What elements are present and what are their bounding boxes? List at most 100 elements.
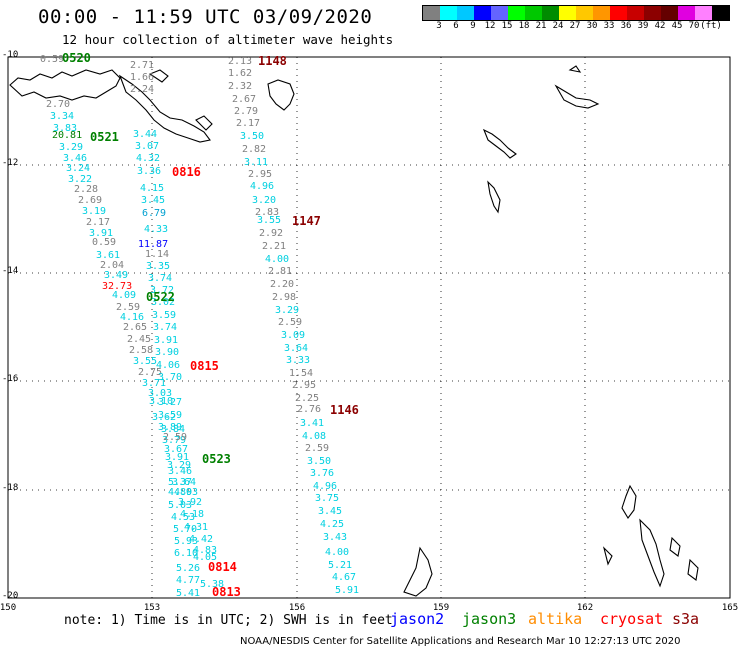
wave-height-value: 5.70 (173, 524, 198, 535)
wave-height-value: 3.29 (59, 142, 84, 153)
colorbar-swatch (644, 6, 661, 20)
longitude-label: 150 (0, 603, 17, 613)
wave-height-value: 2.32 (228, 81, 253, 92)
colorbar-swatch (678, 6, 695, 20)
wave-height-value: 4.32 (136, 153, 161, 164)
wave-height-value: 3.64 (284, 343, 309, 354)
wave-height-value: 3.10 (149, 396, 174, 407)
wave-height-value: 3.59 (158, 410, 183, 421)
wave-height-value: 3.55 (133, 356, 158, 367)
wave-height-value: 4.00 (265, 254, 290, 265)
wave-height-value: 3.79 (162, 435, 187, 446)
wave-height-value: 3.76 (310, 468, 335, 479)
wave-height-value: 4.53 (171, 512, 196, 523)
colorbar-swatch (525, 6, 542, 20)
wave-height-value: 1.14 (145, 249, 170, 260)
colorbar-tick-label: 70 (688, 21, 700, 31)
pass-time-label: 0523 (202, 452, 231, 466)
satellite-legend-cryosat: cryosat (600, 610, 664, 628)
wave-height-value: 2.70 (46, 99, 71, 110)
wave-height-value: 3.50 (307, 456, 332, 467)
colorbar-swatch (593, 6, 610, 20)
credits-line: NOAA/NESDIS Center for Satellite Applica… (240, 636, 681, 647)
colorbar-swatch (661, 6, 678, 20)
wave-height-value: 5.93 (174, 536, 199, 547)
pass-time-label: 1147 (292, 214, 321, 228)
pass-time-label: 0814 (208, 560, 237, 574)
pass-time-label: 1146 (330, 403, 359, 417)
colorbar-swatch (610, 6, 627, 20)
wave-height-value: 5.26 (176, 563, 201, 574)
wave-height-value: 2.82 (242, 144, 267, 155)
colorbar-tick-label: 15 (501, 21, 513, 31)
pass-time-label: 0815 (190, 359, 219, 373)
colorbar-swatch (508, 6, 525, 20)
colorbar-tick-label: 9 (470, 21, 476, 31)
colorbar-tick-label: 18 (518, 21, 530, 31)
wave-height-value: 3.03 (148, 388, 173, 399)
wave-height-value: 2.81 (268, 266, 293, 277)
latitude-label: -16 (2, 374, 19, 384)
wave-height-value: 2.25 (295, 393, 320, 404)
colorbar-tick-label: (ft) (700, 21, 722, 31)
wave-height-value: 20.81 (52, 130, 83, 141)
wave-height-value: 4.15 (140, 183, 165, 194)
wave-height-value: 3.91 (154, 335, 179, 346)
colorbar-swatch (627, 6, 644, 20)
latitude-label: -10 (2, 50, 19, 60)
wave-height-value: 3.43 (323, 532, 348, 543)
wave-height-value: 4.96 (313, 481, 338, 492)
pass-time-label: 0521 (90, 130, 119, 144)
wave-height-value: 3.45 (141, 195, 166, 206)
wave-height-value: 4.83 (193, 545, 218, 556)
wave-height-value: 4.16 (120, 312, 145, 323)
wave-height-value: 2.59 (305, 443, 330, 454)
longitude-label: 165 (721, 603, 739, 613)
wave-height-value: 1.62 (228, 68, 253, 79)
wave-height-value: 2.95 (248, 169, 273, 180)
wave-height-value: 3.64 (172, 477, 197, 488)
wave-height-value: 3.41 (300, 418, 325, 429)
wave-height-value: 4.77 (176, 575, 201, 586)
pass-time-label: 0520 (62, 51, 91, 65)
wave-height-value: 3.74 (148, 273, 173, 284)
wave-height-value: 6.79 (142, 208, 167, 219)
latitude-label: -18 (2, 483, 19, 493)
colorbar-tick-label: 33 (603, 21, 615, 31)
wave-height-value: 3.27 (158, 397, 183, 408)
pass-time-label: 1148 (258, 54, 287, 68)
pass-time-label: 0816 (172, 165, 201, 179)
colorbar-tick-label: 42 (654, 21, 666, 31)
wave-height-value: 4.18 (180, 509, 205, 520)
wave-height-value: 3.59 (152, 310, 177, 321)
wave-height-value: 2.20 (270, 279, 295, 290)
wave-height-value: 2.65 (123, 322, 148, 333)
wave-height-value: 2.17 (236, 118, 261, 129)
satellite-legend-jason3: jason3 (462, 610, 517, 628)
wave-height-value: 5.91 (335, 585, 360, 596)
wave-height-value: 4.96 (250, 181, 275, 192)
wave-height-colorbar (422, 5, 730, 21)
units-note: note: 1) Time is in UTC; 2) SWH is in fe… (64, 613, 393, 628)
wave-height-value: 3.07 (135, 141, 160, 152)
wave-height-value: 3.91 (89, 228, 114, 239)
wave-height-value: 4.89 (168, 487, 193, 498)
wave-height-value: 5.37 (168, 477, 193, 488)
wave-height-value: 4.09 (112, 290, 137, 301)
wave-height-value: 3.34 (50, 111, 75, 122)
wave-height-value: 2.76 (297, 404, 322, 415)
wave-height-value: 3.46 (168, 466, 193, 477)
colorbar-tick-label: 24 (552, 21, 564, 31)
wave-height-value: 2.58 (129, 345, 154, 356)
wave-height-value: 2.69 (78, 195, 103, 206)
wave-height-value: 2.79 (234, 106, 259, 117)
wave-height-value: 3.67 (164, 444, 189, 455)
latitude-label: -20 (2, 591, 19, 601)
colorbar-swatch (440, 6, 457, 20)
longitude-label: 156 (288, 603, 306, 613)
wave-height-value: 3.74 (153, 322, 178, 333)
colorbar-swatch (695, 6, 712, 20)
colorbar-tick-label: 45 (671, 21, 683, 31)
wave-height-value: 3.44 (133, 129, 158, 140)
